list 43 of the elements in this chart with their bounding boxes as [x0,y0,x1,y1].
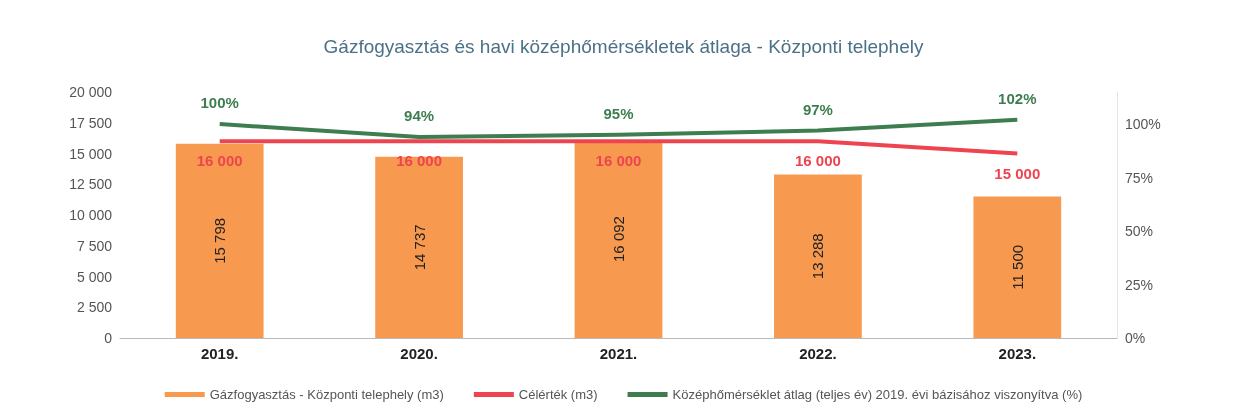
bar [574,140,663,338]
y-tick-label: 0 [104,330,113,346]
data-label: 97% [802,100,833,118]
data-label: 14 737 [410,224,428,271]
bar [774,174,862,338]
legend-label: Célérték (m3) [518,387,598,402]
legend-label: Középhőmérséklet átlag (teljes év) 2019. évi bázisához viszonyítva (%) [672,387,1083,402]
data-label: 102% [998,89,1037,107]
x-tick-label: 2022. [799,345,837,362]
data-label: 11 500 [1008,244,1026,290]
y-tick-label: 12 500 [69,176,113,193]
x-tick-label: 2020. [400,345,438,362]
bar [973,196,1062,338]
data-label: 15 000 [994,164,1041,182]
data-label: 16 000 [196,152,243,170]
y2-tick-label: 0% [1125,330,1146,346]
x-tick-label: 2019. [200,345,239,362]
y-tick-label: 10 000 [69,207,113,223]
data-label: 13 288 [809,233,827,280]
data-label: 100% [200,94,239,112]
y-tick-label: 17 500 [69,114,113,131]
y-tick-label: 5 000 [76,268,113,285]
data-label: 16 092 [610,216,627,262]
bar [175,143,264,338]
data-label: 95% [603,104,634,122]
y2-tick-label: 100% [1125,116,1161,133]
legend-label: Gázfogyasztás - Központi telephely (m3) [209,387,444,402]
data-label: 15 798 [211,217,229,264]
y2-tick-label: 75% [1125,169,1154,186]
y-tick-label: 7 500 [76,237,113,254]
y-tick-label: 20 000 [69,84,113,100]
data-label: 16 000 [396,152,443,170]
x-tick-label: 2023. [998,345,1037,362]
bar [375,156,463,338]
y2-tick-label: 25% [1125,276,1154,293]
data-label: 94% [404,106,435,124]
x-tick-label: 2021. [599,345,638,362]
data-label: 16 000 [794,152,841,170]
chart-title: Gázfogyasztás és havi középhőmérsékletek átlaga - Központi telephely [323,36,924,57]
y-tick-label: 15 000 [69,145,113,162]
y-tick-label: 2 500 [76,299,113,316]
y2-tick-label: 50% [1125,223,1154,240]
data-label: 16 000 [595,152,642,170]
